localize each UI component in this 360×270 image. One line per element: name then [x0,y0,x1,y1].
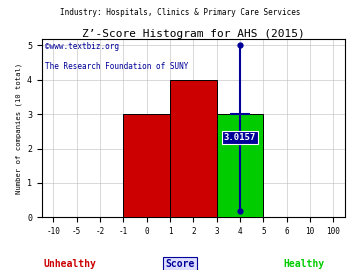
Bar [123,114,170,217]
Text: Industry: Hospitals, Clinics & Primary Care Services: Industry: Hospitals, Clinics & Primary C… [60,8,300,17]
Text: Unhealthy: Unhealthy [43,259,96,269]
Text: Healthy: Healthy [283,259,324,269]
Text: 3.0157: 3.0157 [224,133,256,142]
Title: Z’-Score Histogram for AHS (2015): Z’-Score Histogram for AHS (2015) [82,29,305,39]
Y-axis label: Number of companies (10 total): Number of companies (10 total) [15,62,22,194]
Text: The Research Foundation of SUNY: The Research Foundation of SUNY [45,62,188,71]
Text: Score: Score [165,259,195,269]
Bar [217,114,264,217]
Bar [170,80,217,217]
Text: ©www.textbiz.org: ©www.textbiz.org [45,42,119,51]
